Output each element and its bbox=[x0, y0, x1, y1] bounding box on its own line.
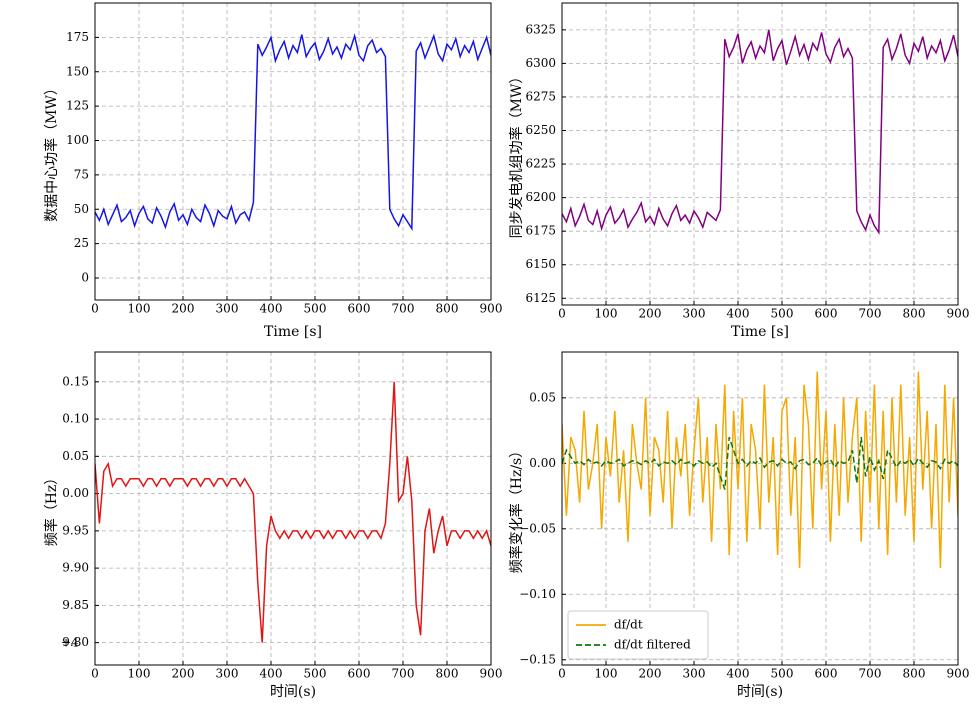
y-tick-label: 50 bbox=[74, 202, 89, 216]
x-tick-label: 500 bbox=[304, 667, 327, 681]
y-tick-label: 9.80 bbox=[62, 635, 89, 649]
legend: df/dt df/dt filtered bbox=[567, 610, 709, 660]
y-axis-label: 频率（Hz） bbox=[43, 471, 60, 547]
plot-area: 0 100 200 300 400 500 600 700 800 900 0.15 0.10 0.05… bbox=[43, 351, 503, 700]
x-tick-label: 200 bbox=[172, 302, 195, 316]
x-tick-label: 500 bbox=[771, 307, 794, 321]
x-tick-label: 700 bbox=[392, 667, 415, 681]
x-tick-label: 700 bbox=[859, 667, 882, 681]
axes-frame bbox=[561, 2, 959, 306]
x-tick-label: 200 bbox=[639, 667, 662, 681]
x-axis-label: 时间(s) bbox=[737, 684, 783, 700]
y-tick-label: 0.05 bbox=[62, 449, 89, 463]
x-tick-label: 800 bbox=[903, 307, 926, 321]
data-line bbox=[95, 33, 491, 231]
plot-area: 0 100 200 300 400 500 600 700 800 900 0 25 50 75 100 12… bbox=[43, 2, 503, 340]
x-tick-label: 0 bbox=[91, 302, 99, 316]
y-tick-label: 9.90 bbox=[62, 561, 89, 575]
x-tick-label: 300 bbox=[683, 307, 706, 321]
x-tick-label: 800 bbox=[903, 667, 926, 681]
y-tick-label: 0.00 bbox=[62, 486, 89, 500]
plot-area: 0 100 200 300 400 500 600 700 800 900 6125 6150 6175… bbox=[508, 2, 970, 340]
x-tick-label: 900 bbox=[947, 307, 970, 321]
y-offset-text: +4 bbox=[61, 636, 79, 650]
x-axis-label: Time [s] bbox=[731, 324, 789, 340]
x-tick-label: 900 bbox=[480, 667, 503, 681]
x-tick-label: 300 bbox=[216, 302, 239, 316]
x-tick-label: 900 bbox=[480, 302, 503, 316]
y-tick-label: −0.15 bbox=[519, 652, 556, 666]
x-tick-label: 300 bbox=[683, 667, 706, 681]
x-tick-label: 0 bbox=[558, 307, 566, 321]
y-tick-label: 0.05 bbox=[529, 390, 556, 404]
y-axis-label: 同步发电机组功率（MW） bbox=[508, 70, 525, 239]
y-tick-label: 0.15 bbox=[62, 374, 89, 388]
x-tick-label: 0 bbox=[91, 667, 99, 681]
data-line bbox=[95, 381, 491, 643]
x-tick-label: 500 bbox=[304, 302, 327, 316]
x-axis-label: Time [s] bbox=[264, 324, 322, 340]
y-tick-label: 6200 bbox=[525, 190, 556, 204]
y-axis-label: 数据中心功率（MW） bbox=[43, 81, 60, 222]
y-axis-label: 频率变化率（Hz/s） bbox=[508, 444, 525, 574]
x-tick-label: 200 bbox=[639, 307, 662, 321]
x-tick-label: 100 bbox=[595, 667, 618, 681]
y-tick-label: 75 bbox=[74, 167, 89, 181]
y-tick-label: 25 bbox=[74, 236, 89, 250]
y-tick-label: 9.85 bbox=[62, 598, 89, 612]
x-tick-label: 400 bbox=[727, 667, 750, 681]
y-tick-label: 6175 bbox=[525, 224, 556, 238]
data-line bbox=[562, 436, 958, 490]
legend-label: df/dt bbox=[614, 618, 643, 632]
axes-frame bbox=[94, 2, 492, 301]
data-line bbox=[562, 29, 958, 235]
x-tick-label: 100 bbox=[595, 307, 618, 321]
axes-frame bbox=[94, 351, 492, 666]
x-tick-label: 200 bbox=[172, 667, 195, 681]
x-tick-label: 800 bbox=[436, 302, 459, 316]
x-tick-label: 600 bbox=[348, 302, 371, 316]
y-tick-label: 175 bbox=[66, 30, 89, 44]
y-tick-label: 100 bbox=[66, 133, 89, 147]
legend-label: df/dt filtered bbox=[614, 638, 691, 652]
x-tick-label: 700 bbox=[392, 302, 415, 316]
x-tick-label: 900 bbox=[947, 667, 970, 681]
y-tick-label: 9.95 bbox=[62, 523, 89, 537]
x-tick-label: 700 bbox=[859, 307, 882, 321]
y-tick-label: 6275 bbox=[525, 89, 556, 103]
x-tick-label: 300 bbox=[216, 667, 239, 681]
y-tick-label: 125 bbox=[66, 99, 89, 113]
x-tick-label: 600 bbox=[815, 307, 838, 321]
x-tick-label: 400 bbox=[260, 667, 283, 681]
y-tick-label: 6225 bbox=[525, 157, 556, 171]
x-tick-label: 100 bbox=[128, 667, 151, 681]
x-tick-label: 600 bbox=[348, 667, 371, 681]
x-tick-label: 0 bbox=[558, 667, 566, 681]
y-tick-label: 6300 bbox=[525, 56, 556, 70]
y-tick-label: 6325 bbox=[525, 22, 556, 36]
y-tick-label: 6150 bbox=[525, 257, 556, 271]
y-tick-label: 0.10 bbox=[62, 412, 89, 426]
y-tick-label: 150 bbox=[66, 64, 89, 78]
y-tick-label: −0.05 bbox=[519, 521, 556, 535]
x-tick-label: 600 bbox=[815, 667, 838, 681]
legend-frame bbox=[567, 610, 709, 660]
y-tick-label: 6250 bbox=[525, 123, 556, 137]
data-line bbox=[562, 371, 958, 569]
plot-area: 0 100 200 300 400 500 600 700 800 900 0.05 0.00 −0.0… bbox=[508, 351, 970, 700]
y-tick-label: 0.00 bbox=[529, 456, 556, 470]
x-tick-label: 500 bbox=[771, 667, 794, 681]
y-tick-label: 0 bbox=[81, 271, 89, 285]
x-tick-label: 400 bbox=[260, 302, 283, 316]
y-tick-label: −0.10 bbox=[519, 587, 556, 601]
x-axis-label: 时间(s) bbox=[270, 684, 316, 700]
x-tick-label: 800 bbox=[436, 667, 459, 681]
x-tick-label: 100 bbox=[128, 302, 151, 316]
y-tick-label: 6125 bbox=[525, 291, 556, 305]
x-tick-label: 400 bbox=[727, 307, 750, 321]
axes-frame bbox=[561, 351, 959, 666]
